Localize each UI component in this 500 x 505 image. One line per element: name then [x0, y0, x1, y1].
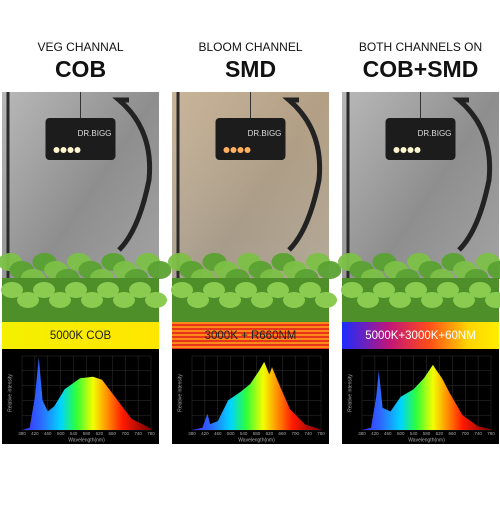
- x-tick-label: 740: [134, 431, 142, 436]
- grow-lamp: [216, 118, 286, 160]
- x-tick-label: 700: [461, 431, 469, 436]
- x-tick-label: 380: [18, 431, 26, 436]
- plant-leaf: [315, 292, 337, 308]
- x-tick-label: 500: [397, 431, 405, 436]
- plant-leaf: [148, 261, 172, 279]
- lamp-led: [245, 147, 251, 153]
- band-label: 5000K+3000K+60NM: [365, 330, 476, 342]
- x-tick-label: 780: [147, 431, 155, 436]
- panel: BOTH CHANNELS ON COB+SMD DR.BIGG 5000K+3000…: [338, 40, 500, 444]
- lamp-led: [238, 147, 244, 153]
- x-tick-label: 620: [96, 431, 104, 436]
- band-label: 3000K + R660NM: [205, 330, 297, 342]
- x-tick-label: 500: [227, 431, 235, 436]
- x-tick-label: 660: [109, 431, 117, 436]
- x-tick-label: 620: [266, 431, 274, 436]
- plant-leaf: [318, 261, 342, 279]
- grow-lamp: [46, 118, 116, 160]
- band-label: 5000K COB: [50, 330, 112, 342]
- x-tick-label: 540: [70, 431, 78, 436]
- panel-subtitle: BOTH CHANNELS ON: [359, 40, 482, 54]
- x-tick-label: 380: [358, 431, 366, 436]
- x-tick-label: 740: [304, 431, 312, 436]
- y-axis-label: Relative intensity: [7, 374, 13, 412]
- panel: BLOOM CHANNEL SMD DR.BIGG 3000K + R660NM 380…: [168, 40, 342, 444]
- x-axis-label: Wavelength(nm): [238, 437, 275, 443]
- lamp-led: [408, 147, 414, 153]
- panel-subtitle: BLOOM CHANNEL: [198, 40, 302, 54]
- x-tick-label: 580: [253, 431, 261, 436]
- lamp-led: [415, 147, 421, 153]
- x-tick-label: 740: [474, 431, 482, 436]
- panel: VEG CHANNAL COB DR.BIGG 5000K COB 380 420 460 5…: [0, 40, 172, 444]
- grow-lamp: [386, 118, 456, 160]
- x-tick-label: 660: [279, 431, 287, 436]
- x-tick-label: 500: [57, 431, 65, 436]
- x-tick-label: 660: [449, 431, 457, 436]
- lamp-led: [68, 147, 74, 153]
- x-tick-label: 420: [371, 431, 379, 436]
- lamp-label: DR.BIGG: [418, 129, 452, 138]
- lamp-led: [231, 147, 237, 153]
- lamp-led: [75, 147, 81, 153]
- lamp-led: [224, 147, 230, 153]
- x-tick-label: 460: [384, 431, 392, 436]
- x-axis-label: Wavelength(nm): [68, 437, 105, 443]
- x-tick-label: 420: [31, 431, 39, 436]
- x-tick-label: 540: [410, 431, 418, 436]
- x-tick-label: 460: [44, 431, 52, 436]
- x-tick-label: 460: [214, 431, 222, 436]
- panel-title: SMD: [225, 56, 276, 82]
- x-axis-label: Wavelength(nm): [408, 437, 445, 443]
- x-tick-label: 580: [83, 431, 91, 436]
- panel-title: COB+SMD: [363, 56, 479, 82]
- panel-title: COB: [55, 56, 106, 82]
- x-tick-label: 540: [240, 431, 248, 436]
- panel-subtitle: VEG CHANNAL: [37, 40, 123, 54]
- x-tick-label: 780: [487, 431, 495, 436]
- lamp-led: [401, 147, 407, 153]
- y-axis-label: Relative intensity: [177, 374, 183, 412]
- x-tick-label: 420: [201, 431, 209, 436]
- lamp-led: [394, 147, 400, 153]
- lamp-label: DR.BIGG: [78, 129, 112, 138]
- lamp-label: DR.BIGG: [248, 129, 282, 138]
- x-tick-label: 580: [423, 431, 431, 436]
- x-tick-label: 700: [121, 431, 129, 436]
- x-tick-label: 700: [291, 431, 299, 436]
- y-axis-label: Relative intensity: [347, 374, 353, 412]
- lamp-led: [61, 147, 67, 153]
- lamp-led: [54, 147, 60, 153]
- x-tick-label: 620: [436, 431, 444, 436]
- x-tick-label: 380: [188, 431, 196, 436]
- x-tick-label: 780: [317, 431, 325, 436]
- plant-leaf: [145, 292, 167, 308]
